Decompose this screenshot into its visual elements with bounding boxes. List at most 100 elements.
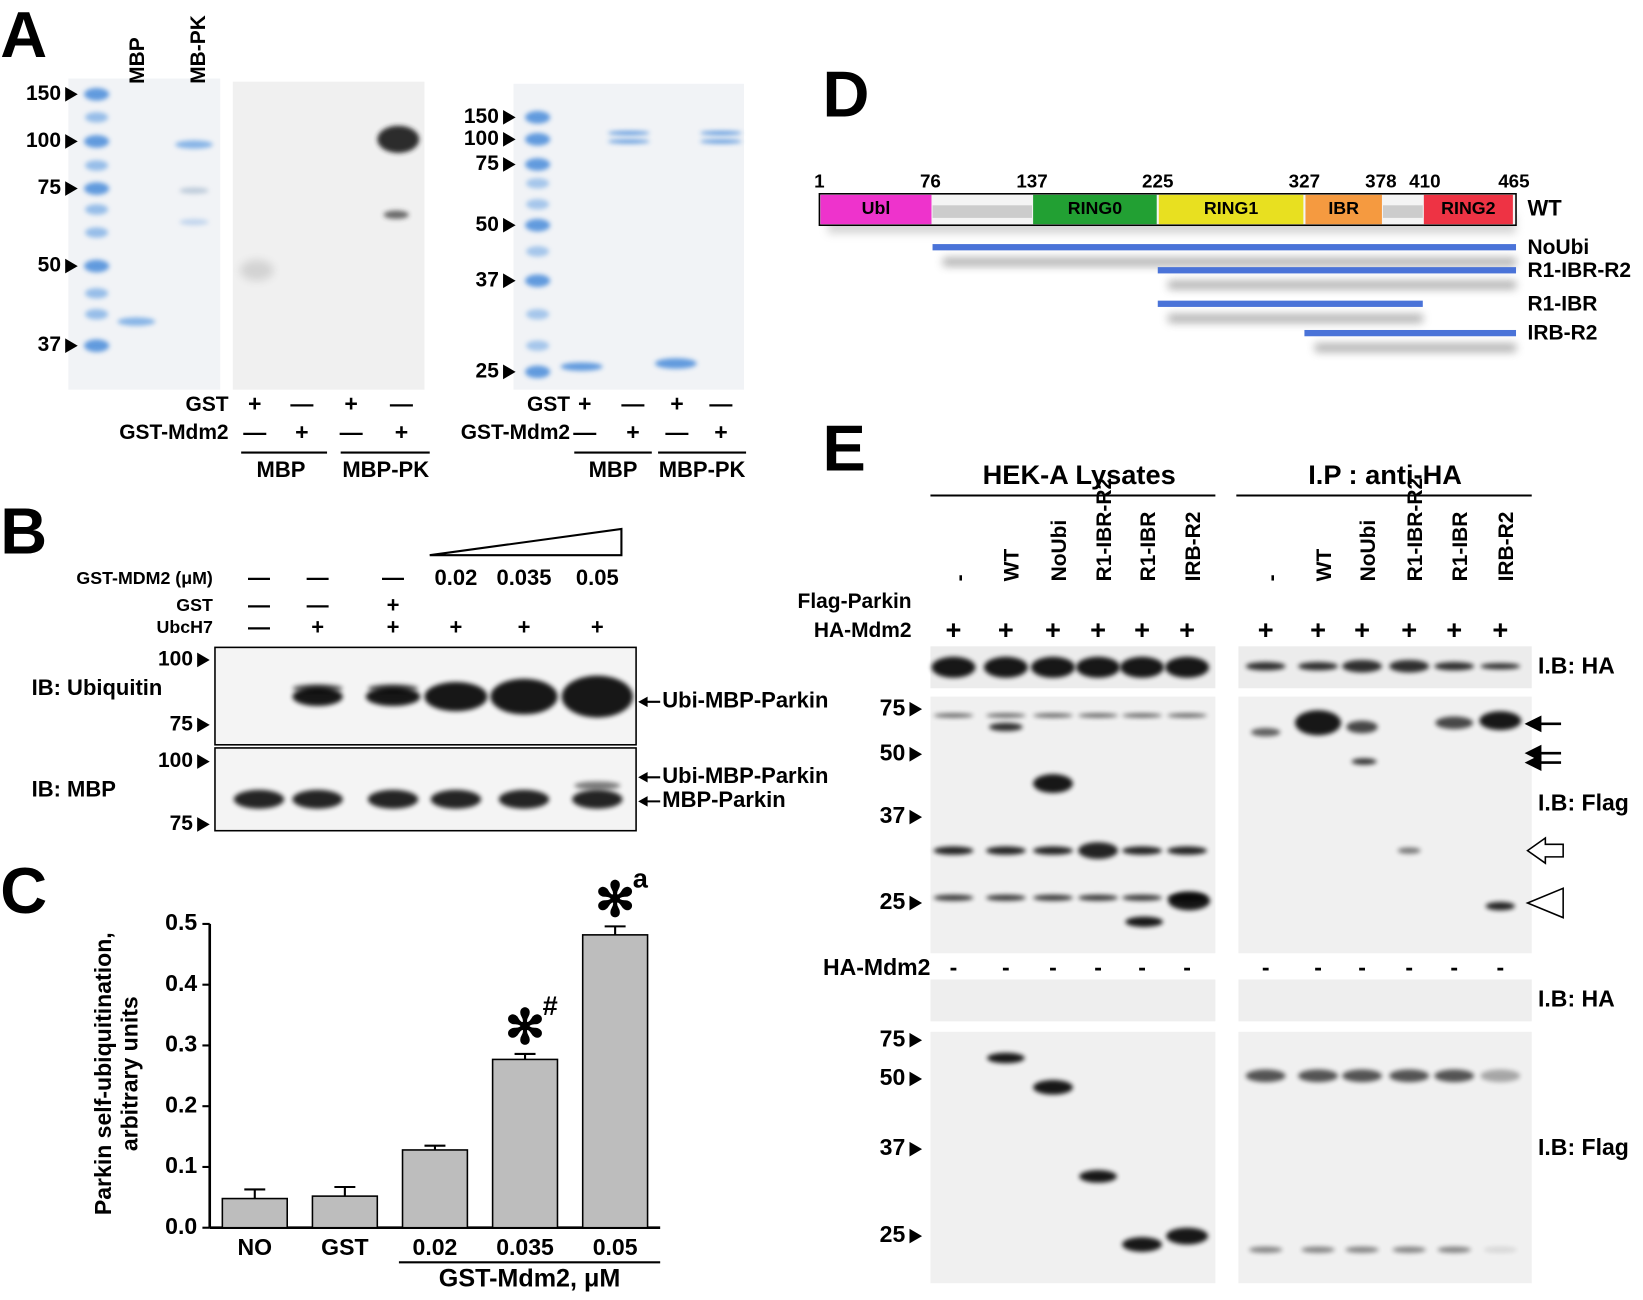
band	[1076, 656, 1121, 678]
band	[1342, 659, 1382, 673]
band	[1437, 1246, 1471, 1253]
sign: -	[1094, 954, 1102, 980]
band	[526, 309, 550, 320]
row-label: GST	[186, 393, 229, 416]
construct-shadow	[943, 257, 1517, 267]
sign: +	[344, 390, 357, 416]
construct-bar	[932, 244, 1517, 251]
band	[1389, 659, 1430, 673]
band	[292, 789, 343, 809]
bar	[221, 1197, 288, 1229]
band	[1435, 716, 1474, 730]
blot	[930, 979, 1216, 1022]
size-marker: 50	[880, 1064, 906, 1090]
sign: —	[340, 419, 364, 445]
marker-arrow	[503, 364, 516, 380]
construct-label: R1-IBR	[1528, 292, 1598, 315]
y-axis-label: Parkin self-ubiquitination,	[90, 932, 116, 1215]
construct-label: IRB-R2	[1528, 322, 1598, 345]
band	[84, 182, 110, 195]
band	[1078, 713, 1118, 718]
marker-arrow	[65, 338, 78, 354]
band	[1122, 1237, 1162, 1252]
band	[572, 789, 623, 809]
band	[933, 894, 974, 901]
band	[1434, 1069, 1475, 1083]
blot	[930, 1031, 1216, 1284]
band	[84, 339, 110, 352]
residue-number: 378	[1365, 170, 1396, 191]
size-marker: 100	[158, 647, 193, 670]
marker-arrow	[503, 131, 516, 147]
group-label: MBP	[589, 457, 638, 482]
band	[1078, 842, 1118, 859]
size-marker: 50	[476, 213, 499, 236]
blot	[1238, 696, 1532, 954]
size-marker: 25	[880, 888, 906, 914]
band	[1346, 720, 1378, 734]
sign: —	[390, 390, 414, 416]
band	[85, 112, 109, 123]
marker-arrow	[909, 701, 923, 717]
band-annotation: Ubi-MBP-Parkin	[662, 763, 828, 788]
size-marker: 37	[38, 333, 61, 356]
row-label: GST-Mdm2	[461, 421, 570, 444]
band	[574, 781, 621, 790]
band	[1298, 662, 1338, 671]
band	[1294, 710, 1342, 736]
row-label: HA-Mdm2	[823, 954, 930, 980]
sign: —	[665, 419, 689, 445]
marker-arrow	[909, 746, 923, 762]
sign: —	[573, 419, 597, 445]
significance-mark: #	[543, 990, 558, 1021]
band-arrows	[1524, 715, 1564, 919]
sign: +	[1045, 614, 1061, 645]
band	[1351, 758, 1377, 765]
sign: —	[382, 565, 404, 590]
band-annotation: MBP-Parkin	[662, 787, 785, 812]
x-tick-label: 0.035	[496, 1234, 554, 1260]
marker-arrow	[909, 895, 923, 911]
construct-bar	[1304, 329, 1517, 337]
y-tick-label: 0.2	[165, 1091, 197, 1117]
band	[1120, 656, 1165, 678]
blot-label: IB: Ubiquitin	[32, 675, 163, 700]
domain	[1158, 194, 1304, 225]
size-marker: 75	[38, 176, 62, 199]
size-marker: 75	[170, 712, 194, 735]
blot	[1238, 979, 1532, 1022]
band	[1033, 846, 1073, 855]
band	[1033, 774, 1073, 793]
marker-arrow	[65, 86, 78, 102]
band	[1301, 1246, 1335, 1253]
band	[985, 894, 1026, 901]
band	[607, 130, 650, 136]
band	[240, 259, 274, 281]
sign: —	[621, 390, 645, 416]
residue-number: 1	[814, 170, 824, 191]
marker-arrow	[197, 717, 210, 733]
marker-arrow	[65, 181, 78, 196]
sign: -	[1002, 954, 1010, 980]
blot-label: I.B: Flag	[1538, 1134, 1629, 1160]
band	[987, 1052, 1025, 1064]
domain	[1033, 194, 1157, 225]
size-marker: 150	[464, 105, 499, 128]
sign: +	[714, 419, 727, 445]
bar	[491, 1058, 559, 1229]
sign: +	[311, 614, 324, 639]
band	[179, 187, 209, 194]
domain-label: RING0	[1068, 198, 1122, 218]
band	[1165, 656, 1210, 678]
band	[377, 125, 420, 153]
band	[1166, 1227, 1209, 1245]
panel-label: C	[0, 854, 47, 927]
annotation-arrow	[638, 796, 648, 807]
band	[1167, 713, 1207, 718]
residue-number: 327	[1289, 170, 1320, 191]
band	[367, 789, 419, 809]
band	[525, 365, 551, 379]
sign: —	[307, 565, 329, 590]
residue-number: 137	[1016, 170, 1047, 191]
sign: —	[307, 592, 329, 617]
